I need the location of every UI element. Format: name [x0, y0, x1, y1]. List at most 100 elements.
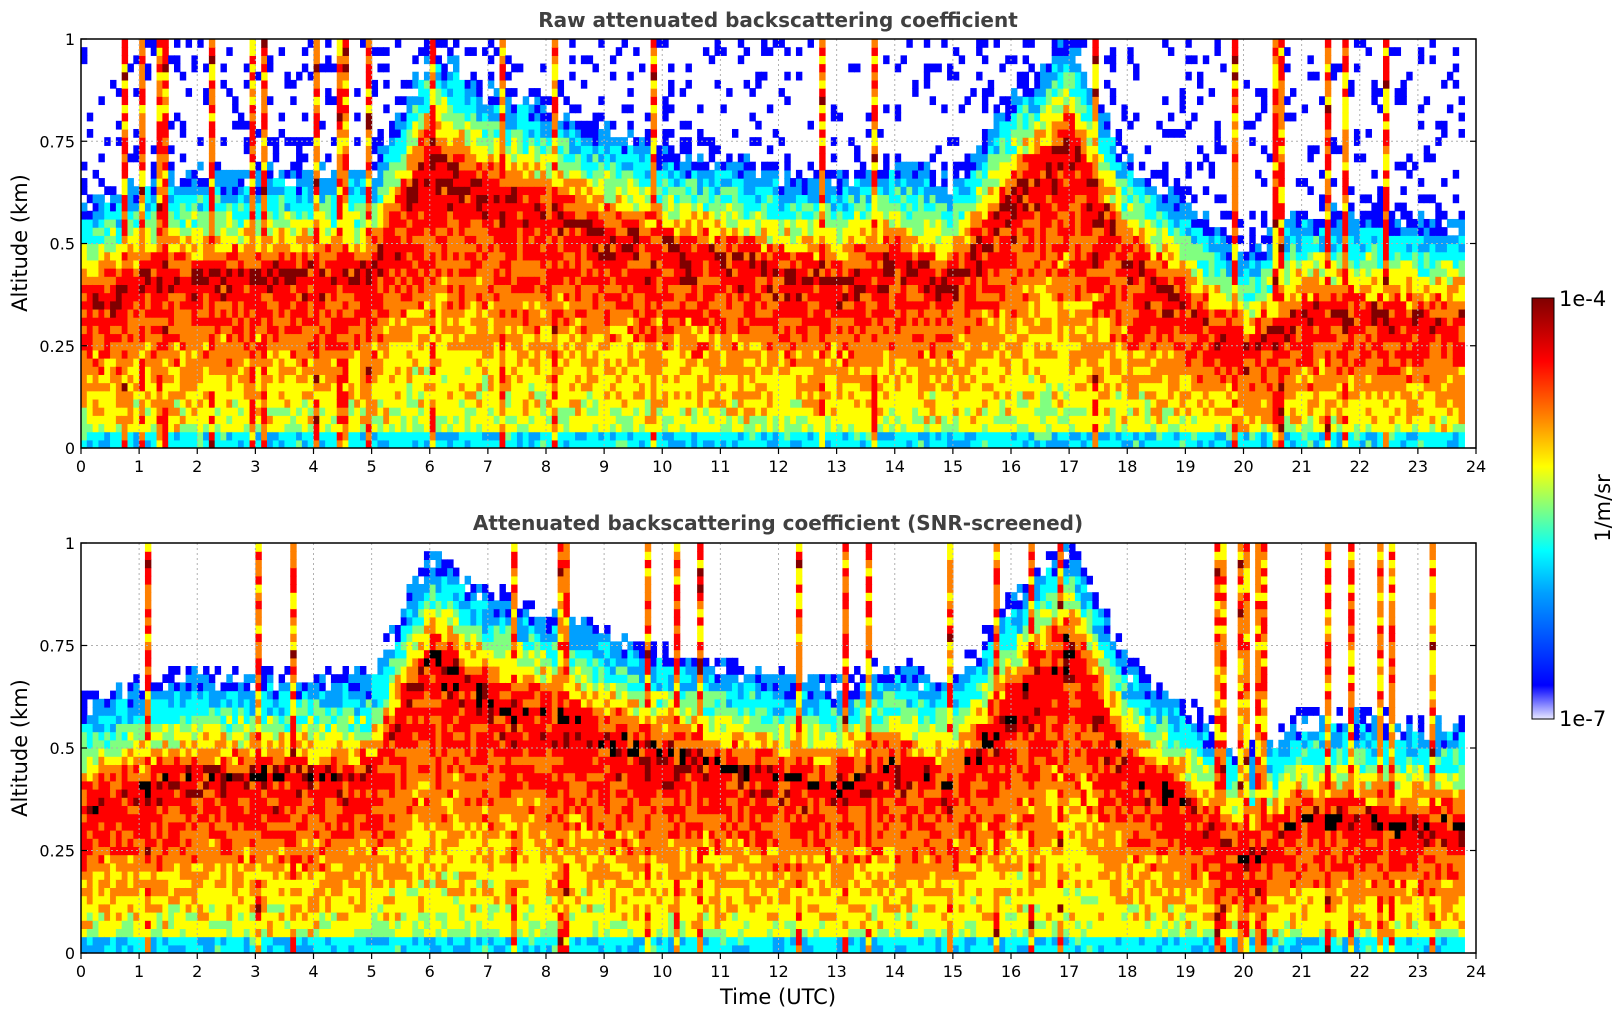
heatmap-cell — [249, 358, 256, 367]
heatmap-cell — [133, 407, 140, 416]
heatmap-cell — [243, 79, 251, 89]
heatmap-cell — [673, 415, 681, 425]
heatmap-cell — [464, 415, 472, 425]
heatmap-cell — [464, 259, 472, 269]
heatmap-cell — [168, 333, 175, 343]
heatmap-cell — [104, 358, 111, 367]
heatmap-cell — [528, 259, 535, 269]
heatmap-cell — [162, 210, 169, 220]
heatmap-cell — [121, 439, 129, 448]
heatmap-cell — [441, 202, 448, 212]
heatmap-cell — [499, 210, 506, 220]
heatmap-cell — [284, 292, 291, 302]
heatmap-cell — [685, 251, 692, 261]
heatmap-cell — [557, 317, 565, 326]
heatmap-cell — [580, 169, 588, 179]
heatmap-cell — [575, 218, 582, 228]
heatmap-cell — [761, 218, 768, 228]
heatmap-cell — [197, 398, 204, 408]
heatmap-cell — [412, 161, 419, 171]
heatmap-cell — [156, 259, 163, 269]
heatmap-cell — [313, 415, 320, 425]
heatmap-cell — [267, 55, 274, 65]
heatmap-cell — [92, 300, 100, 310]
heatmap-cell — [139, 104, 146, 114]
heatmap-cell — [650, 374, 658, 384]
heatmap-cell — [185, 398, 193, 408]
heatmap-cell — [470, 243, 477, 253]
heatmap-cell — [586, 390, 594, 400]
heatmap-cell — [551, 210, 559, 220]
heatmap-cell — [505, 415, 512, 425]
heatmap-cell — [633, 178, 640, 187]
heatmap-cell — [208, 178, 216, 187]
heatmap-cell — [639, 398, 646, 408]
heatmap-cell — [644, 259, 652, 269]
heatmap-cell — [203, 366, 210, 375]
heatmap-cell — [127, 366, 134, 375]
heatmap-cell — [208, 194, 216, 204]
heatmap-cell — [761, 333, 768, 343]
heatmap-cell — [633, 145, 640, 155]
heatmap-cell — [621, 235, 628, 245]
heatmap-cell — [220, 366, 227, 375]
heatmap-cell — [400, 112, 408, 122]
heatmap-cell — [168, 276, 175, 285]
heatmap-cell — [104, 398, 111, 408]
heatmap-cell — [377, 227, 384, 236]
heatmap-cell — [412, 112, 419, 122]
heatmap-cell — [633, 235, 640, 245]
heatmap-cell — [708, 227, 716, 236]
heatmap-cell — [249, 251, 256, 261]
heatmap-cell — [255, 349, 262, 359]
heatmap-cell — [528, 178, 535, 187]
heatmap-cell — [98, 284, 105, 294]
heatmap-cell — [133, 390, 140, 400]
heatmap-cell — [453, 79, 460, 89]
heatmap-cell — [790, 349, 797, 359]
heatmap-cell — [447, 366, 454, 375]
heatmap-cell — [278, 259, 286, 269]
heatmap-cell — [772, 374, 780, 384]
heatmap-cell — [168, 325, 175, 335]
heatmap-cell — [144, 390, 152, 400]
heatmap-cell — [586, 268, 594, 277]
heatmap-cell — [615, 349, 623, 359]
heatmap-cell — [383, 366, 390, 375]
heatmap-cell — [400, 333, 408, 343]
heatmap-cell — [493, 104, 501, 114]
heatmap-cell — [330, 341, 338, 351]
heatmap-cell — [453, 284, 460, 294]
heatmap-cell — [313, 317, 320, 326]
heatmap-cell — [191, 374, 198, 384]
heatmap-cell — [557, 128, 565, 138]
heatmap-cell — [191, 415, 198, 425]
heatmap-cell — [232, 235, 239, 245]
heatmap-cell — [232, 210, 239, 220]
heatmap-cell — [487, 366, 495, 375]
heatmap-cell — [290, 227, 297, 236]
heatmap-cell — [185, 210, 193, 220]
heatmap-cell — [86, 218, 94, 228]
heatmap-cell — [412, 325, 419, 335]
heatmap-cell — [621, 415, 628, 425]
heatmap-cell — [139, 268, 146, 277]
heatmap-cell — [580, 194, 588, 204]
heatmap-cell — [569, 243, 576, 253]
heatmap-cell — [540, 415, 547, 425]
heatmap-cell — [615, 268, 623, 277]
heatmap-cell — [121, 251, 129, 261]
heatmap-cell — [255, 325, 262, 335]
heatmap-cell — [342, 284, 349, 294]
heatmap-cell — [720, 268, 727, 277]
heatmap-cell — [546, 325, 553, 335]
heatmap-cell — [115, 374, 123, 384]
heatmap-cell — [493, 227, 501, 236]
heatmap-cell — [249, 308, 256, 318]
heatmap-cell — [621, 210, 628, 220]
heatmap-cell — [214, 194, 222, 204]
heatmap-cell — [139, 218, 146, 228]
heatmap-cell — [580, 235, 588, 245]
heatmap-cell — [522, 112, 530, 122]
heatmap-cell — [354, 300, 361, 310]
